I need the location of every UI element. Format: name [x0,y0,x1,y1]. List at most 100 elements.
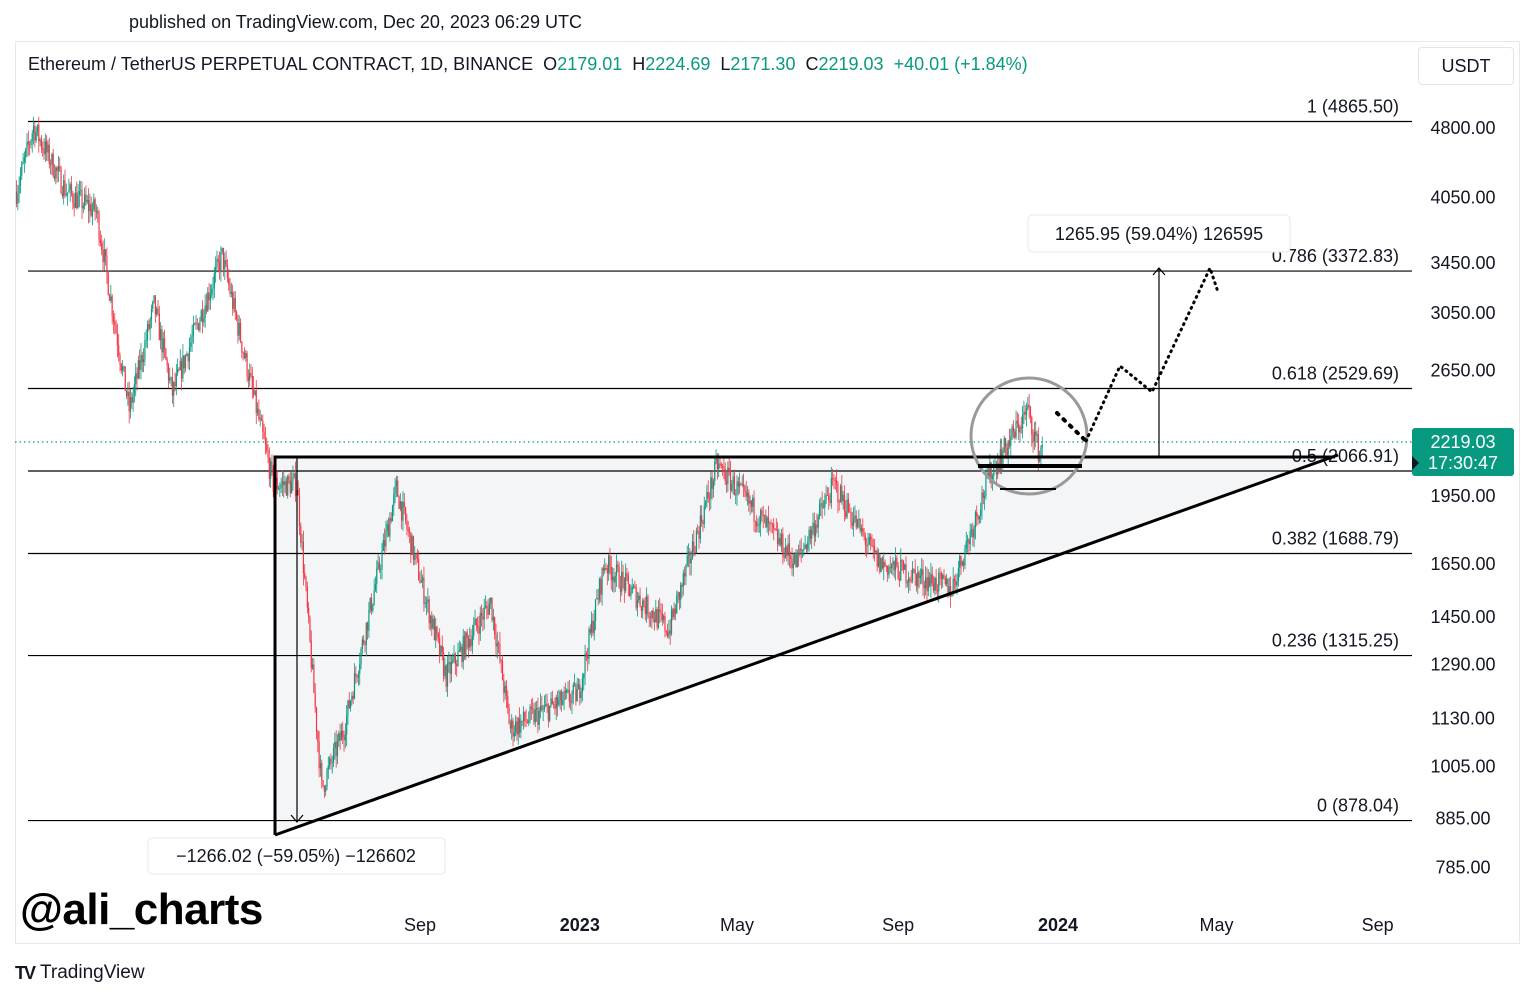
candle [640,605,642,618]
candle-body [915,573,918,587]
candle-body [602,568,604,571]
candle [796,549,798,568]
candle-body [90,204,92,216]
candle [652,607,654,623]
candle-body [287,476,289,496]
candle [429,614,432,631]
candle-body [491,597,493,621]
candle-body [956,581,958,586]
candle [684,566,686,586]
candle [959,554,961,578]
candle [291,472,293,494]
low-label: L [720,54,731,74]
candle-body [672,609,674,618]
candle [884,559,886,567]
candle-body [118,345,120,356]
candle [525,709,527,728]
candle-body [549,705,551,721]
candle-body [156,308,158,315]
candle [136,367,138,391]
candle-body [351,695,353,701]
candle-body [128,391,130,412]
candle [457,642,459,668]
candle-body [804,544,806,549]
candle [767,505,770,536]
candle-body [263,431,265,439]
candle-body [378,561,380,570]
chart-frame[interactable] [15,41,1520,944]
chart-legend: Ethereum / TetherUS PERPETUAL CONTRACT, … [28,54,1028,75]
fib-level-label: 1 (4865.50) [1307,96,1399,116]
candle-body [203,317,205,323]
candle-body [1033,431,1035,442]
candle-body [749,500,751,504]
candle-body [356,675,358,678]
candle-body [338,733,340,741]
candle [677,591,679,604]
candle [473,617,475,640]
candle-body [969,531,971,545]
candle-body [657,609,660,628]
candle-body [864,536,866,546]
candle [64,169,66,199]
candle-body [771,523,773,524]
candle-body [297,489,299,496]
candle-body [486,605,488,608]
candle-body [728,467,730,471]
candle-body [93,199,95,210]
candle [815,520,817,542]
fib-level-label: 0 (878.04) [1317,796,1399,816]
candle-body [390,518,392,522]
candle-body [543,706,546,710]
candle [935,569,937,595]
candle-body [445,665,447,687]
candle [194,322,196,326]
candle [678,592,680,610]
candle [791,547,793,576]
candle [394,477,396,504]
candle [144,332,146,366]
candle-body [838,501,840,503]
candle [42,141,44,157]
candle-body [1028,405,1030,407]
candle [309,615,311,643]
candle [67,192,69,206]
candle-body [329,758,331,766]
candle [212,276,214,301]
candle [319,754,322,777]
candle [178,367,180,372]
candle [432,614,434,630]
candle-body [94,199,96,213]
candle [1027,396,1029,411]
candle [555,694,557,720]
candle-body [251,375,253,388]
candle-body [644,605,646,614]
candle-body [535,707,538,710]
candle-body [241,341,243,353]
candle-body [167,365,170,381]
currency-button[interactable]: USDT [1418,47,1514,85]
candle [875,550,877,555]
candle [1035,421,1037,448]
candle [891,563,893,575]
candle [460,641,462,653]
candle-body [931,573,933,584]
candle-body [463,636,466,658]
candle [580,687,582,704]
candle-body [725,481,728,485]
candle-body [74,192,77,208]
candle [613,567,615,593]
candle-body [694,552,696,554]
candle [419,571,421,584]
candle-body [889,567,891,569]
candle-body [453,653,455,661]
candle-body [436,626,438,634]
candle [356,674,358,683]
candle-body [259,418,261,420]
candle [343,730,345,752]
candle [262,414,264,440]
candle-body [475,618,477,626]
candle [821,491,823,519]
tradingview-logo[interactable]: TV TradingView [15,962,145,984]
